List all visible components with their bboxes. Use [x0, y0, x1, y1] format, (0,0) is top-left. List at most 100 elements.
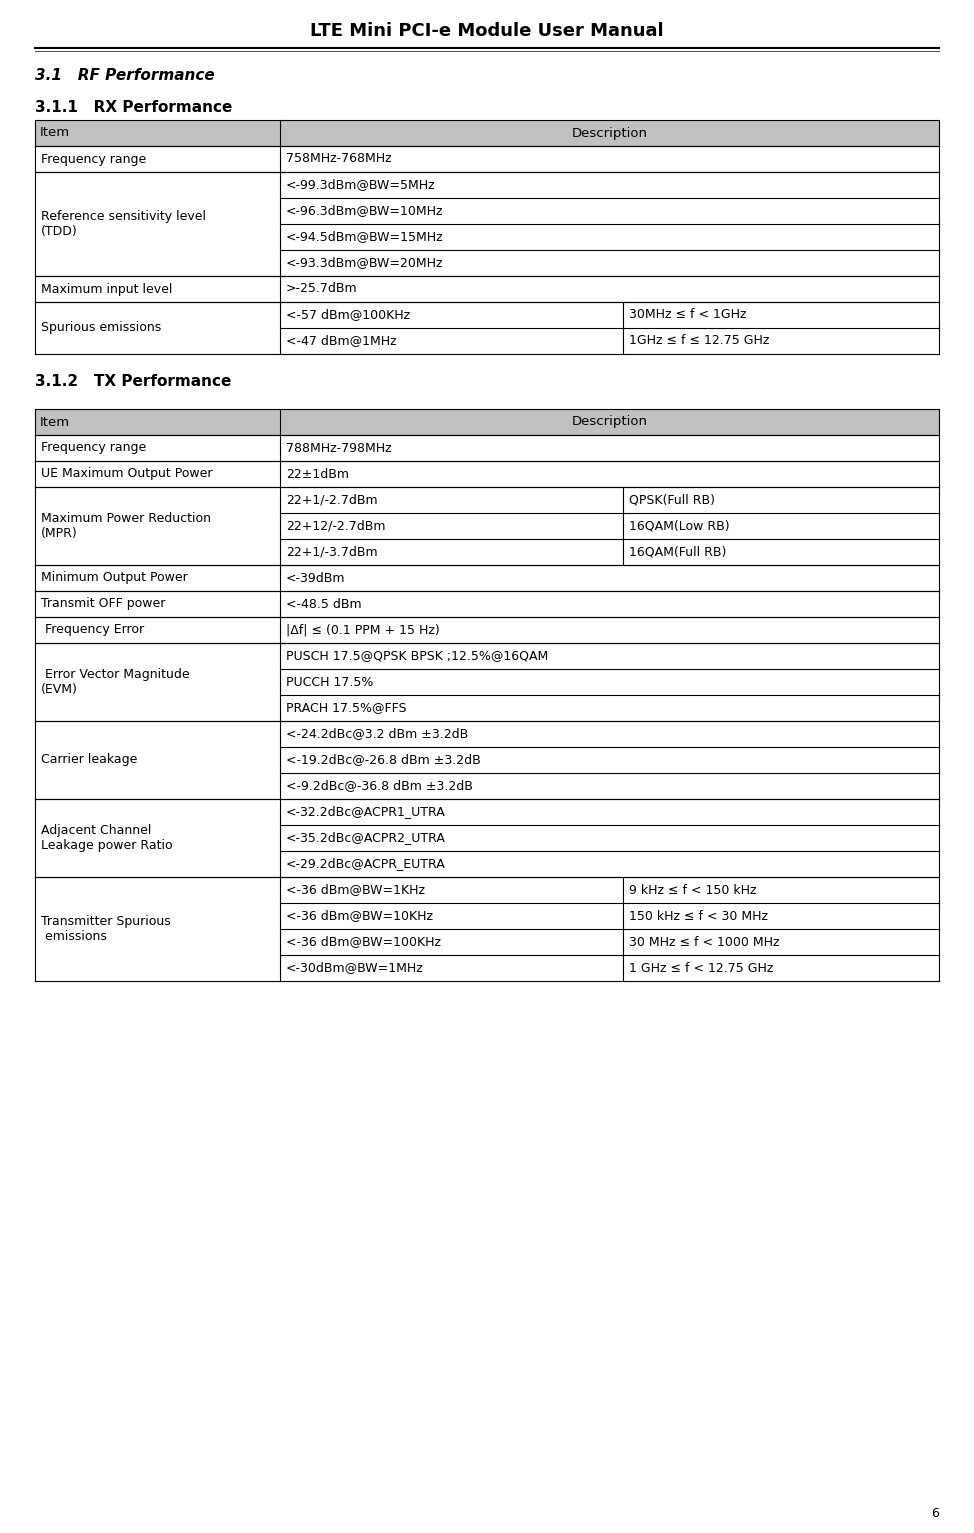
Text: Reference sensitivity level
(TDD): Reference sensitivity level (TDD) — [41, 210, 206, 238]
Text: Minimum Output Power: Minimum Output Power — [41, 572, 188, 584]
Text: Item: Item — [40, 415, 70, 429]
Text: LTE Mini PCI-e Module User Manual: LTE Mini PCI-e Module User Manual — [310, 21, 664, 40]
Bar — [35, 146, 280, 172]
Text: <-32.2dBc@ACPR1_UTRA: <-32.2dBc@ACPR1_UTRA — [286, 805, 446, 819]
Text: PRACH 17.5%@FFS: PRACH 17.5%@FFS — [286, 702, 406, 714]
Bar — [280, 694, 939, 721]
Text: Carrier leakage: Carrier leakage — [41, 754, 137, 766]
Text: 22+1/-3.7dBm: 22+1/-3.7dBm — [286, 546, 378, 558]
Text: <-9.2dBc@-36.8 dBm ±3.2dB: <-9.2dBc@-36.8 dBm ±3.2dB — [286, 779, 472, 793]
Bar — [280, 955, 623, 981]
Bar — [280, 929, 623, 955]
Bar — [280, 825, 939, 851]
Text: 30MHz ≤ f < 1GHz: 30MHz ≤ f < 1GHz — [629, 308, 746, 322]
Bar — [280, 328, 623, 354]
Bar — [280, 668, 939, 694]
Bar — [280, 302, 623, 328]
Text: <-36 dBm@BW=10KHz: <-36 dBm@BW=10KHz — [286, 909, 433, 923]
Bar — [623, 487, 939, 514]
Text: <-30dBm@BW=1MHz: <-30dBm@BW=1MHz — [286, 961, 424, 975]
Bar — [280, 799, 939, 825]
Bar — [35, 120, 939, 146]
Bar — [280, 877, 623, 903]
Text: PUSCH 17.5@QPSK BPSK ;12.5%@16QAM: PUSCH 17.5@QPSK BPSK ;12.5%@16QAM — [286, 650, 548, 662]
Text: 3.1.1   RX Performance: 3.1.1 RX Performance — [35, 100, 233, 115]
Text: <-36 dBm@BW=100KHz: <-36 dBm@BW=100KHz — [286, 935, 441, 949]
Text: <-29.2dBc@ACPR_EUTRA: <-29.2dBc@ACPR_EUTRA — [286, 857, 446, 871]
Text: <-24.2dBc@3.2 dBm ±3.2dB: <-24.2dBc@3.2 dBm ±3.2dB — [286, 728, 468, 740]
Bar — [280, 747, 939, 773]
Text: 16QAM(Full RB): 16QAM(Full RB) — [629, 546, 727, 558]
Text: <-36 dBm@BW=1KHz: <-36 dBm@BW=1KHz — [286, 883, 425, 897]
Text: 6: 6 — [931, 1507, 939, 1521]
Bar — [35, 642, 280, 721]
Bar — [623, 302, 939, 328]
Bar — [623, 328, 939, 354]
Text: >-25.7dBm: >-25.7dBm — [286, 282, 357, 296]
Text: 758MHz-768MHz: 758MHz-768MHz — [286, 152, 392, 166]
Bar — [280, 721, 939, 747]
Bar — [623, 955, 939, 981]
Bar — [280, 642, 939, 668]
Text: PUCCH 17.5%: PUCCH 17.5% — [286, 676, 373, 688]
Bar — [623, 514, 939, 540]
Text: UE Maximum Output Power: UE Maximum Output Power — [41, 468, 212, 480]
Text: <-35.2dBc@ACPR2_UTRA: <-35.2dBc@ACPR2_UTRA — [286, 831, 446, 845]
Bar — [35, 487, 280, 566]
Text: 22±1dBm: 22±1dBm — [286, 468, 349, 480]
Text: 22+12/-2.7dBm: 22+12/-2.7dBm — [286, 520, 386, 532]
Bar — [35, 721, 280, 799]
Text: <-96.3dBm@BW=10MHz: <-96.3dBm@BW=10MHz — [286, 204, 443, 218]
Text: 30 MHz ≤ f < 1000 MHz: 30 MHz ≤ f < 1000 MHz — [629, 935, 779, 949]
Text: 3.1.2   TX Performance: 3.1.2 TX Performance — [35, 374, 232, 389]
Bar — [623, 540, 939, 566]
Bar — [280, 276, 939, 302]
Text: Maximum input level: Maximum input level — [41, 282, 172, 296]
Bar — [280, 224, 939, 250]
Text: Item: Item — [40, 127, 70, 140]
Bar — [280, 146, 939, 172]
Text: <-39dBm: <-39dBm — [286, 572, 346, 584]
Bar — [35, 616, 280, 642]
Text: |Δf| ≤ (0.1 PPM + 15 Hz): |Δf| ≤ (0.1 PPM + 15 Hz) — [286, 624, 439, 636]
Text: <-93.3dBm@BW=20MHz: <-93.3dBm@BW=20MHz — [286, 256, 443, 270]
Bar — [623, 929, 939, 955]
Bar — [280, 592, 939, 616]
Bar — [35, 302, 280, 354]
Bar — [280, 540, 623, 566]
Text: <-48.5 dBm: <-48.5 dBm — [286, 598, 361, 610]
Text: Frequency range: Frequency range — [41, 152, 146, 166]
Bar — [35, 172, 280, 276]
Text: 788MHz-798MHz: 788MHz-798MHz — [286, 442, 392, 454]
Bar — [35, 592, 280, 616]
Text: Transmitter Spurious
 emissions: Transmitter Spurious emissions — [41, 915, 170, 943]
Bar — [280, 903, 623, 929]
Bar — [35, 461, 280, 487]
Text: 1GHz ≤ f ≤ 12.75 GHz: 1GHz ≤ f ≤ 12.75 GHz — [629, 334, 769, 348]
Text: Transmit OFF power: Transmit OFF power — [41, 598, 166, 610]
Bar — [280, 616, 939, 642]
Text: <-94.5dBm@BW=15MHz: <-94.5dBm@BW=15MHz — [286, 230, 443, 244]
Bar — [623, 877, 939, 903]
Text: QPSK(Full RB): QPSK(Full RB) — [629, 494, 715, 506]
Bar — [280, 773, 939, 799]
Bar — [623, 903, 939, 929]
Text: Maximum Power Reduction
(MPR): Maximum Power Reduction (MPR) — [41, 512, 211, 540]
Bar — [280, 461, 939, 487]
Bar — [280, 198, 939, 224]
Text: <-99.3dBm@BW=5MHz: <-99.3dBm@BW=5MHz — [286, 178, 435, 192]
Bar — [280, 851, 939, 877]
Text: <-47 dBm@1MHz: <-47 dBm@1MHz — [286, 334, 396, 348]
Text: Error Vector Magnitude
(EVM): Error Vector Magnitude (EVM) — [41, 668, 190, 696]
Text: <-57 dBm@100KHz: <-57 dBm@100KHz — [286, 308, 410, 322]
Bar — [280, 250, 939, 276]
Text: 3.1   RF Performance: 3.1 RF Performance — [35, 67, 214, 83]
Bar — [280, 172, 939, 198]
Text: 1 GHz ≤ f < 12.75 GHz: 1 GHz ≤ f < 12.75 GHz — [629, 961, 773, 975]
Text: 150 kHz ≤ f < 30 MHz: 150 kHz ≤ f < 30 MHz — [629, 909, 768, 923]
Text: 22+1/-2.7dBm: 22+1/-2.7dBm — [286, 494, 378, 506]
Bar — [35, 409, 939, 435]
Text: Description: Description — [572, 127, 648, 140]
Bar — [35, 566, 280, 592]
Bar — [280, 514, 623, 540]
